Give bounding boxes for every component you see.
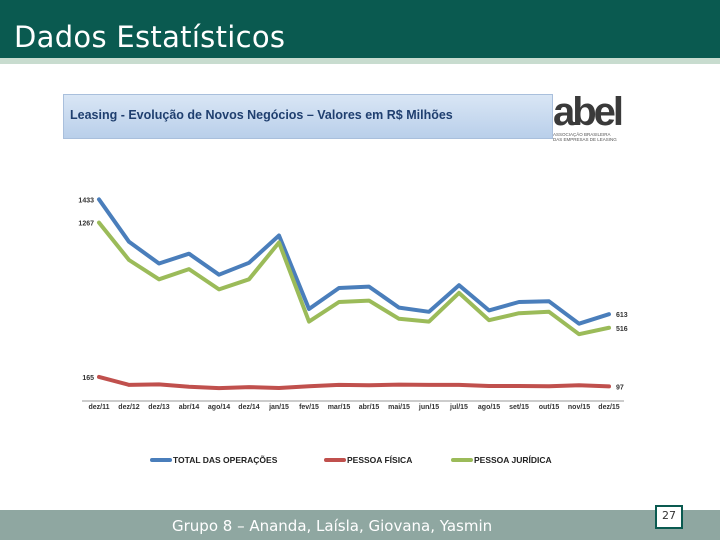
x-tick-label: ago/14 — [208, 404, 230, 411]
series-end-label: 613 — [616, 312, 628, 319]
slide-header-bar — [0, 0, 720, 58]
series-line-1 — [97, 374, 611, 391]
series-line-2 — [97, 220, 611, 337]
series-line-0 — [97, 197, 611, 326]
chart-title: Leasing - Evolução de Novos Negócios – V… — [70, 108, 453, 122]
x-tick-label: jan/15 — [268, 404, 289, 411]
series-start-label: 1267 — [78, 221, 94, 228]
chart-title-banner: Leasing - Evolução de Novos Negócios – V… — [63, 94, 553, 139]
logo-subtitle-1: ASSOCIAÇÃO BRASILEIRA — [553, 132, 611, 137]
x-tick-label: dez/12 — [118, 404, 140, 411]
footer-credits: Grupo 8 – Ananda, Laísla, Giovana, Yasmi… — [172, 517, 493, 535]
x-tick-label: dez/14 — [238, 404, 260, 411]
x-tick-label: dez/11 — [88, 404, 109, 411]
footer-bar — [0, 510, 720, 540]
x-tick-label: set/15 — [509, 404, 529, 411]
logo-wordmark: abel — [553, 90, 624, 134]
series-start-label: 1433 — [78, 197, 94, 204]
x-tick-label: mar/15 — [328, 404, 351, 411]
abel-logo: abel ASSOCIAÇÃO BRASILEIRA DAS EMPRESAS … — [553, 92, 643, 144]
series-start-label: 165 — [82, 375, 94, 382]
legend-label: TOTAL DAS OPERAÇÕES — [173, 455, 278, 465]
x-tick-label: dez/13 — [148, 404, 170, 411]
legend-label: PESSOA FÍSICA — [347, 455, 412, 465]
x-tick-label: abr/15 — [359, 404, 380, 411]
series-end-label: 516 — [616, 326, 628, 333]
slide-title: Dados Estatísticos — [14, 20, 286, 54]
header-accent-line — [0, 58, 720, 64]
page-number: 27 — [662, 509, 676, 522]
series-end-label: 97 — [616, 384, 624, 391]
x-tick-label: out/15 — [539, 404, 560, 411]
x-tick-label: ago/15 — [478, 404, 500, 411]
x-tick-label: fev/15 — [299, 404, 319, 411]
logo-subtitle-2: DAS EMPRESAS DE LEASING — [553, 137, 617, 142]
page-number-box: 27 — [655, 505, 683, 529]
x-tick-label: dez/15 — [598, 404, 620, 411]
x-tick-label: nov/15 — [568, 404, 590, 411]
legend-label: PESSOA JURÍDICA — [474, 455, 552, 465]
x-tick-label: jul/15 — [449, 404, 468, 411]
x-tick-label: mai/15 — [388, 404, 410, 411]
x-tick-label: jun/15 — [418, 404, 439, 411]
x-tick-label: abr/14 — [179, 404, 200, 411]
